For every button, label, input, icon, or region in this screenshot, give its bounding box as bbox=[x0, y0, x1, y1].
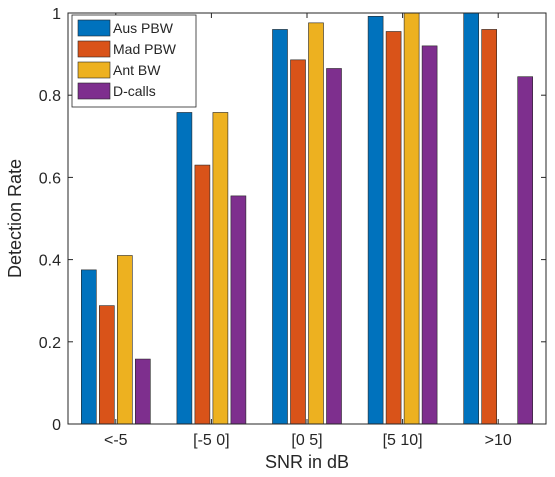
y-tick-label: 1 bbox=[52, 6, 61, 23]
bar-4-1 bbox=[135, 358, 151, 425]
legend-label: Aus PBW bbox=[113, 20, 174, 36]
bar-2-2 bbox=[194, 164, 211, 425]
x-tick-label: <-5 bbox=[104, 432, 128, 449]
y-tick-label: 0 bbox=[52, 417, 61, 434]
bar-2-3 bbox=[290, 59, 306, 425]
y-tick-label: 0.8 bbox=[39, 88, 61, 105]
ticks-layer: <-5 [-5 0] [0 5] [5 10] >10 0 0.2 0.4 0.6 0.8 1 bbox=[39, 6, 546, 449]
bar-1-4 bbox=[367, 15, 384, 425]
bar-3-2 bbox=[212, 112, 229, 425]
legend: Aus PBW Mad PBW Ant BW D-calls bbox=[71, 14, 197, 108]
bar-3-3 bbox=[308, 22, 324, 425]
axes-box bbox=[67, 12, 547, 425]
x-tick-label: [5 10] bbox=[383, 432, 423, 449]
legend-label: Ant BW bbox=[113, 62, 161, 78]
bar-4-3 bbox=[326, 68, 342, 425]
bar-4-5 bbox=[517, 76, 534, 425]
y-axis-label: Detection Rate bbox=[5, 159, 25, 278]
bar-2-1 bbox=[99, 305, 115, 425]
x-tick-label: [-5 0] bbox=[193, 432, 229, 449]
bar-2-5 bbox=[481, 29, 498, 425]
y-tick-label: 0.4 bbox=[39, 253, 61, 270]
y-tick-label: 0.2 bbox=[39, 335, 61, 352]
bar-1-2 bbox=[176, 112, 193, 425]
legend-label: Mad PBW bbox=[113, 41, 177, 57]
bars-layer bbox=[81, 12, 534, 425]
legend-swatch bbox=[77, 19, 111, 37]
y-tick-label: 0.6 bbox=[39, 170, 61, 187]
x-axis-label: SNR in dB bbox=[265, 452, 349, 472]
bar-4-2 bbox=[230, 195, 247, 425]
legend-swatch bbox=[77, 82, 111, 100]
x-tick-label: >10 bbox=[485, 432, 512, 449]
bar-1-3 bbox=[272, 29, 288, 425]
legend-label: D-calls bbox=[113, 83, 156, 99]
bar-1-1 bbox=[81, 269, 97, 425]
legend-swatch bbox=[77, 61, 111, 79]
bar-2-4 bbox=[385, 31, 402, 425]
legend-swatch bbox=[77, 40, 111, 58]
bar-3-4 bbox=[403, 12, 420, 425]
bar-4-4 bbox=[421, 45, 438, 425]
x-tick-label: [0 5] bbox=[291, 432, 322, 449]
bar-1-5 bbox=[463, 12, 480, 425]
bar-3-1 bbox=[117, 255, 133, 425]
